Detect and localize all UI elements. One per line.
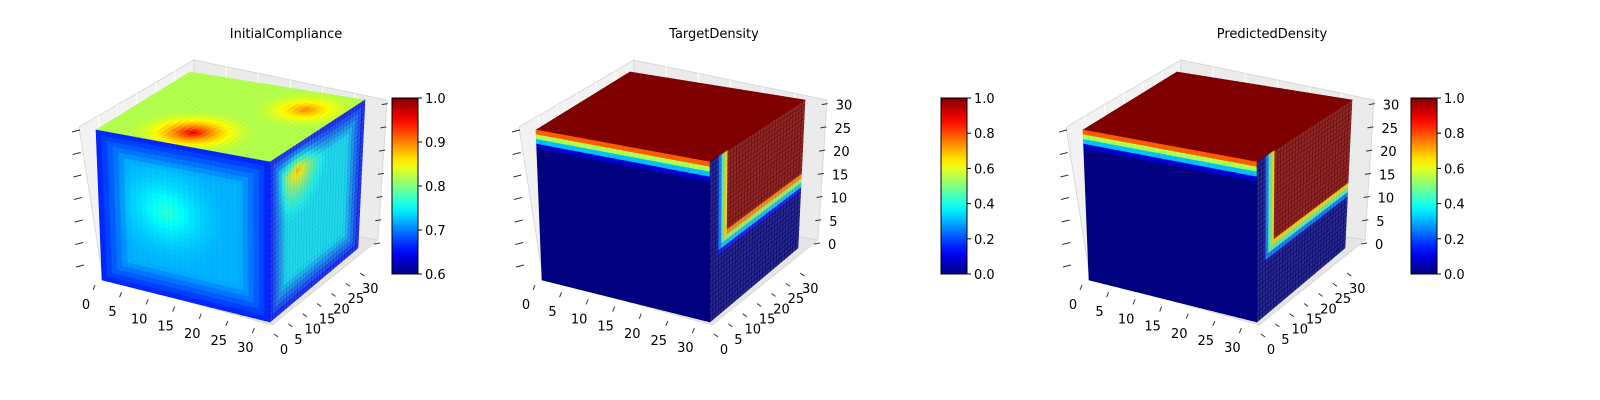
voxel: [573, 282, 580, 290]
x-tick-label: 10: [131, 312, 148, 327]
voxel: [588, 286, 595, 294]
x-tick: [119, 292, 123, 298]
voxel: [604, 290, 611, 298]
voxel: [169, 291, 176, 299]
voxel: [122, 280, 129, 287]
voxel: [206, 300, 213, 308]
subplot-title: InitialCompliance: [230, 27, 343, 42]
voxel: [117, 278, 124, 286]
voxel: [594, 287, 601, 295]
voxel: [636, 298, 643, 306]
x-tick-label: 0: [82, 298, 90, 313]
voxel: [143, 285, 150, 293]
voxel: [578, 284, 585, 291]
y-tick: [359, 272, 365, 277]
left-tick: [71, 129, 81, 133]
voxel: [201, 299, 208, 307]
colorbar-tick-label: 0.8: [425, 180, 446, 195]
x-tick-label: 20: [184, 327, 201, 342]
y-tick: [345, 282, 351, 287]
voxel: [227, 306, 234, 314]
voxel: [196, 298, 203, 306]
voxel: [148, 286, 155, 294]
voxel: [259, 314, 266, 322]
x-tick: [198, 313, 202, 319]
voxel: [164, 290, 171, 298]
colorbar-tick-label: 0.7: [425, 224, 446, 239]
x-tick: [145, 299, 149, 305]
x-tick: [225, 320, 229, 327]
left-tick: [73, 197, 83, 200]
voxel: [222, 304, 229, 312]
y-tick: [316, 303, 322, 307]
voxel: [154, 287, 161, 295]
colorbar-tick-label: 0.9: [425, 136, 446, 151]
voxel: [112, 277, 119, 285]
voxel: [175, 293, 182, 301]
voxel: [583, 285, 590, 293]
voxel: [133, 282, 140, 290]
left-tick: [74, 219, 83, 223]
voxel: [567, 281, 574, 289]
voxel: [101, 274, 108, 282]
voxel: [546, 276, 553, 284]
colorbar-1: 0.6 0.7 0.8 0.9 1.0: [391, 92, 446, 283]
subplot-2: 0 5 10 15 20 25 30 051015202530051015202530Targ…: [511, 27, 852, 358]
z-tick: [373, 242, 381, 245]
x-tick-label: 30: [237, 341, 254, 356]
voxel: [217, 303, 224, 311]
front-face: [95, 129, 271, 323]
left-tick: [75, 264, 85, 268]
y-tick-label: 5: [294, 333, 302, 348]
voxel: [557, 278, 564, 286]
left-tick: [75, 242, 84, 245]
voxel: [185, 295, 192, 303]
x-tick-label: 25: [211, 334, 228, 349]
voxel: [232, 307, 239, 315]
y-tick-label: 0: [280, 343, 288, 358]
voxel: [180, 294, 187, 302]
voxel: [211, 302, 218, 310]
y-tick-label: 30: [362, 282, 379, 297]
x-tick-label: 5: [108, 305, 116, 320]
colorbar-fill: [391, 97, 419, 275]
voxel: [238, 308, 245, 316]
voxel: [127, 281, 134, 289]
top-face: [95, 71, 366, 163]
colorbar-tick-label: 0.6: [425, 268, 446, 283]
y-tick: [302, 313, 308, 318]
colorbar-tick-label: 1.0: [425, 92, 446, 107]
subplot-1: 0 5 10 15 20 25 30 051015202530InitialComplianc…: [71, 27, 388, 358]
x-tick: [92, 284, 96, 291]
voxel: [599, 289, 606, 297]
voxel: [541, 274, 548, 282]
y-tick: [288, 323, 293, 328]
voxel: [620, 294, 627, 302]
left-tick: [72, 152, 81, 155]
x-tick-label: 15: [157, 320, 174, 335]
front-face: [535, 129, 711, 323]
y-tick: [331, 292, 336, 297]
voxel: [159, 289, 166, 297]
x-tick: [251, 327, 255, 334]
voxel: [138, 284, 145, 291]
left-tick: [73, 174, 82, 178]
voxel: [562, 280, 569, 287]
x-tick: [172, 306, 176, 312]
voxel: [625, 295, 632, 303]
voxel: [641, 299, 648, 307]
voxel: [253, 312, 260, 320]
voxel: [609, 291, 616, 299]
voxel: [552, 277, 559, 285]
voxel: [248, 311, 255, 319]
voxel: [264, 315, 271, 323]
voxel: [106, 276, 113, 284]
y-tick: [273, 333, 279, 338]
voxel: [615, 293, 622, 301]
voxel: [243, 310, 250, 318]
voxel: [190, 297, 197, 305]
voxel: [630, 297, 637, 305]
voxel: [646, 300, 653, 308]
